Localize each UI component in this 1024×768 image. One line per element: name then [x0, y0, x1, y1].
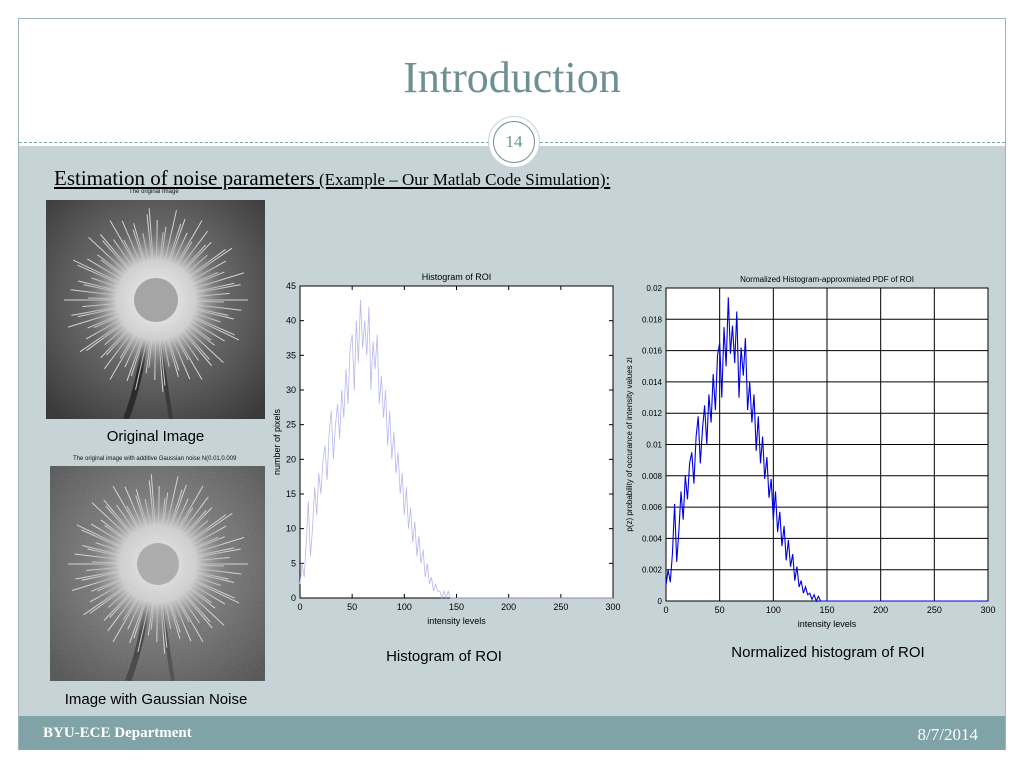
x-tick-label: 150	[819, 605, 834, 615]
y-tick-label: 0.016	[642, 347, 663, 356]
x-tick-label: 300	[605, 602, 620, 612]
chart-title: Histogram of ROI	[422, 272, 492, 282]
footer-date: 8/7/2014	[917, 725, 978, 744]
x-tick-label: 50	[715, 605, 725, 615]
series-line	[665, 297, 988, 603]
slide-title: Introduction	[403, 53, 621, 102]
histogram-caption: Histogram of ROI	[386, 648, 502, 665]
title-rule-right	[540, 142, 1005, 143]
histogram-chart-svg: 0 50 100 150 200 250 300 0 5 10 15 20 25 30 35 40 45 Hist…	[272, 272, 621, 626]
footer-bar	[19, 716, 1005, 750]
y-tick-label: 0.006	[642, 503, 663, 512]
y-tick-label: 10	[286, 524, 296, 534]
slide-number: 14	[493, 121, 535, 163]
y-tick-label: 0.014	[642, 378, 663, 387]
y-tick-label: 0.02	[646, 284, 662, 293]
x-tick-label: 200	[501, 602, 516, 612]
x-tick-label: 150	[449, 602, 464, 612]
chart-title: Normalized Histogram-approxmiated PDF of…	[740, 275, 914, 284]
y-tick-label: 20	[286, 454, 296, 464]
y-tick-label: 30	[286, 385, 296, 395]
x-tick-label: 0	[663, 605, 668, 615]
y-axis-label: p(z) probability of occurance of intensi…	[625, 357, 634, 532]
y-tick-label: 35	[286, 350, 296, 360]
series-line	[299, 299, 613, 600]
x-tick-label: 250	[553, 602, 568, 612]
y-tick-label: 0	[658, 597, 663, 606]
x-tick-label: 250	[927, 605, 942, 615]
subtitle-main: Estimation of noise parameters	[54, 166, 315, 190]
x-axis-label: intensity levels	[427, 616, 486, 626]
y-tick-label: 0.01	[646, 441, 662, 450]
original-image	[46, 200, 265, 419]
subtitle: Estimation of noise parameters (Example …	[54, 166, 610, 191]
y-tick-label: 45	[286, 281, 296, 291]
y-tick-label: 25	[286, 420, 296, 430]
x-tick-label: 300	[980, 605, 995, 615]
x-axis-label: intensity levels	[798, 619, 857, 629]
y-tick-label: 0.018	[642, 315, 663, 324]
y-tick-label: 5	[291, 558, 296, 568]
y-tick-label: 40	[286, 316, 296, 326]
noisy-image	[50, 466, 265, 681]
x-tick-label: 100	[397, 602, 412, 612]
y-tick-label: 0.002	[642, 566, 663, 575]
x-tick-label: 50	[347, 602, 357, 612]
y-tick-label: 0.008	[642, 472, 663, 481]
pdf-chart-svg: 0 50 100 150 200 250 300 0 0.002 0.004 0.006 0.008 0…	[625, 275, 996, 629]
y-tick-label: 15	[286, 489, 296, 499]
y-axis-label: number of pixels	[272, 408, 282, 475]
noisy-image-title: The original image with additive Gaussia…	[73, 456, 237, 462]
histogram-chart: 0 50 100 150 200 250 300 0 5 10 15 20 25 30 35 40 45 Hist…	[268, 262, 624, 636]
title-rule-left	[19, 142, 489, 143]
footer-department: BYU-ECE Department	[43, 725, 192, 741]
plot-area	[299, 285, 614, 599]
y-tick-label: 0.012	[642, 409, 663, 418]
pdf-chart: 0 50 100 150 200 250 300 0 0.002 0.004 0.006 0.008 0…	[622, 268, 1002, 630]
noisy-image-caption: Image with Gaussian Noise	[64, 691, 248, 708]
original-image-caption: Original Image	[106, 428, 205, 445]
x-tick-label: 100	[766, 605, 781, 615]
x-tick-label: 0	[297, 602, 302, 612]
y-tick-label: 0.004	[642, 534, 663, 543]
x-tick-label: 200	[873, 605, 888, 615]
subtitle-detail: (Example – Our Matlab Code Simulation):	[314, 170, 611, 189]
original-image-title: The original Image	[129, 189, 179, 195]
y-tick-label: 0	[291, 593, 296, 603]
pdf-caption: Normalized histogram of ROI	[731, 644, 925, 661]
